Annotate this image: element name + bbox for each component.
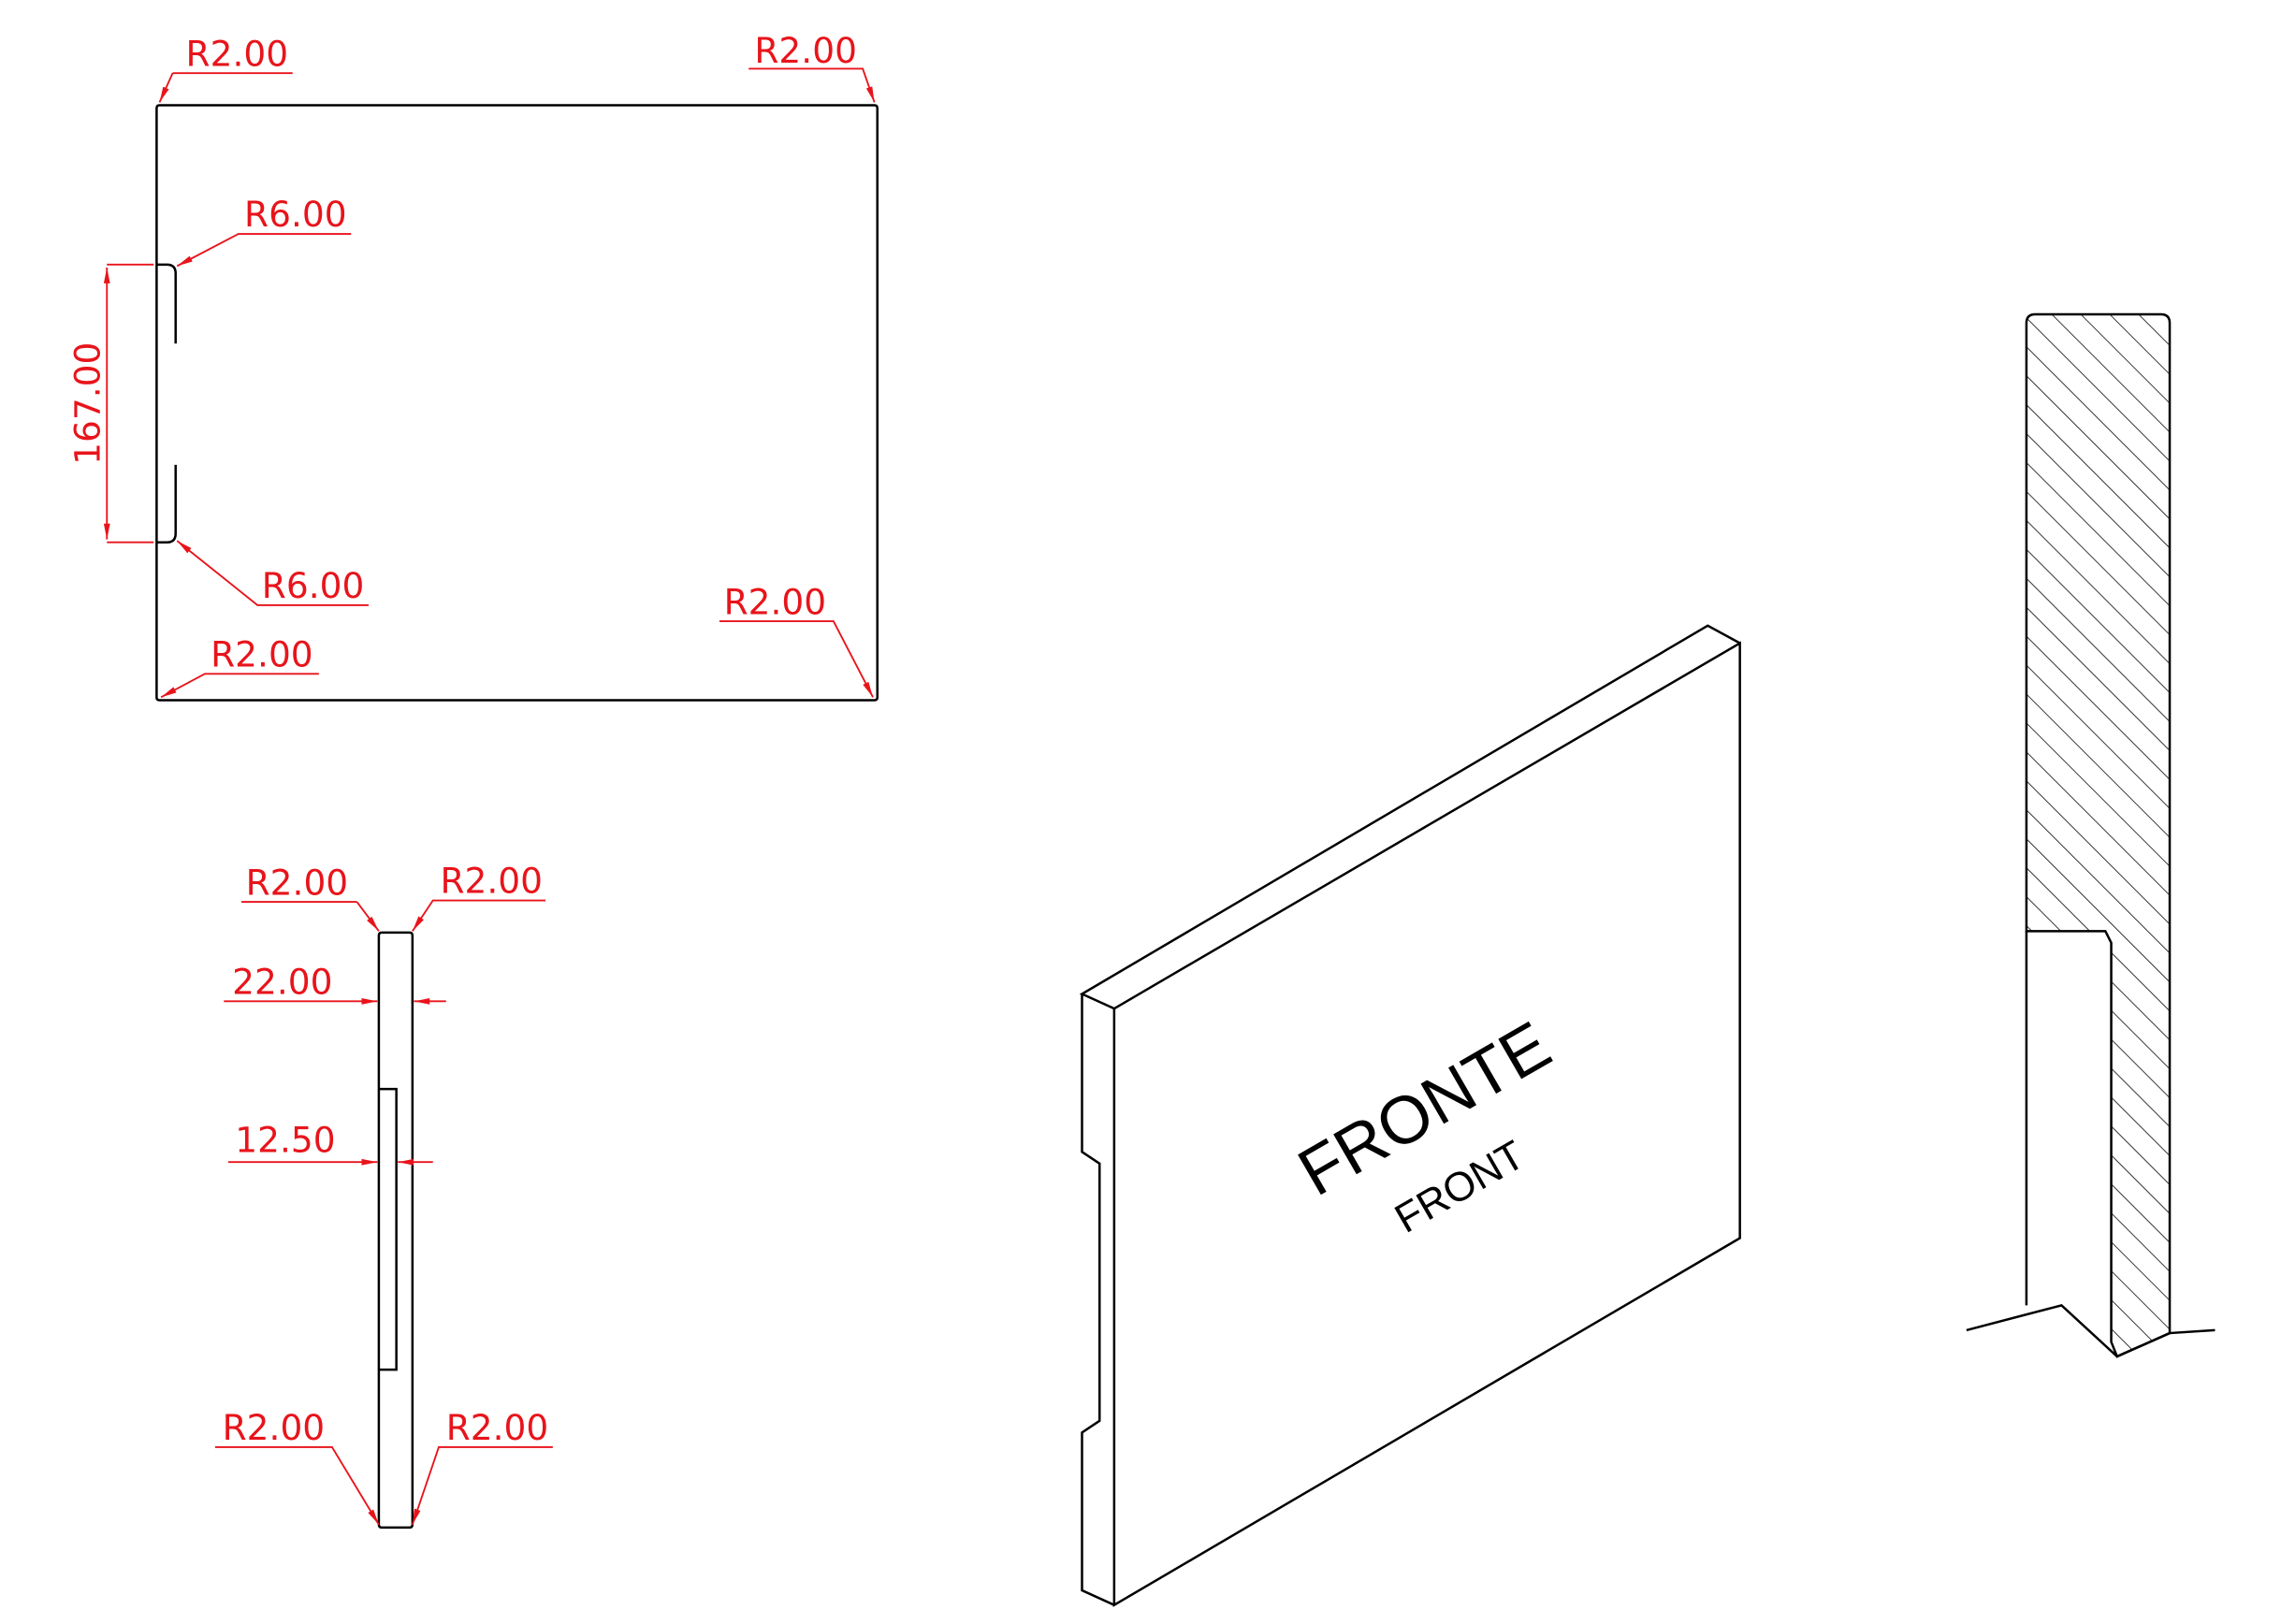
leader (748, 67, 876, 103)
section-view (1966, 312, 2216, 1358)
groove (378, 1087, 398, 1371)
dim-label: 12.50 (235, 1119, 335, 1160)
dim-label: 167.00 (66, 342, 108, 465)
front-view: 167.00 R2.00 R2.00 R6.00 R6.00 R2.00 R2.… (66, 30, 879, 702)
dim-label: R2.00 (246, 862, 349, 903)
isometric-view: FRONTE FRONT (1079, 624, 1741, 1607)
leader (411, 1445, 553, 1526)
leader (176, 540, 369, 606)
left-edge (1081, 993, 1115, 1606)
dim-label: R6.00 (262, 565, 365, 606)
dim-label: R6.00 (244, 194, 347, 235)
dim-label: R2.00 (186, 33, 289, 74)
dim-label: R2.00 (223, 1407, 326, 1448)
leader (214, 1445, 380, 1526)
dim-label: R2.00 (440, 861, 543, 902)
dim-label: R2.00 (754, 30, 857, 71)
dim-label: R2.00 (724, 581, 827, 622)
dim-line (107, 263, 154, 544)
front-face (1112, 641, 1741, 1607)
top-edge (1079, 624, 1741, 1010)
section-hatch (2025, 312, 2172, 1358)
leader (719, 620, 874, 698)
leader (176, 233, 352, 268)
dim-label: 22.00 (232, 962, 332, 1003)
leader (160, 673, 319, 699)
leader (160, 72, 293, 102)
side-view: R2.00 R2.00 22.00 12.50 R2.00 R2.00 (214, 861, 553, 1530)
dim-label: R2.00 (446, 1407, 549, 1448)
dim-label: R2.00 (211, 634, 313, 675)
leader (412, 899, 546, 932)
notch (156, 263, 177, 544)
section-outline (1966, 931, 2216, 1358)
leader (241, 901, 379, 931)
